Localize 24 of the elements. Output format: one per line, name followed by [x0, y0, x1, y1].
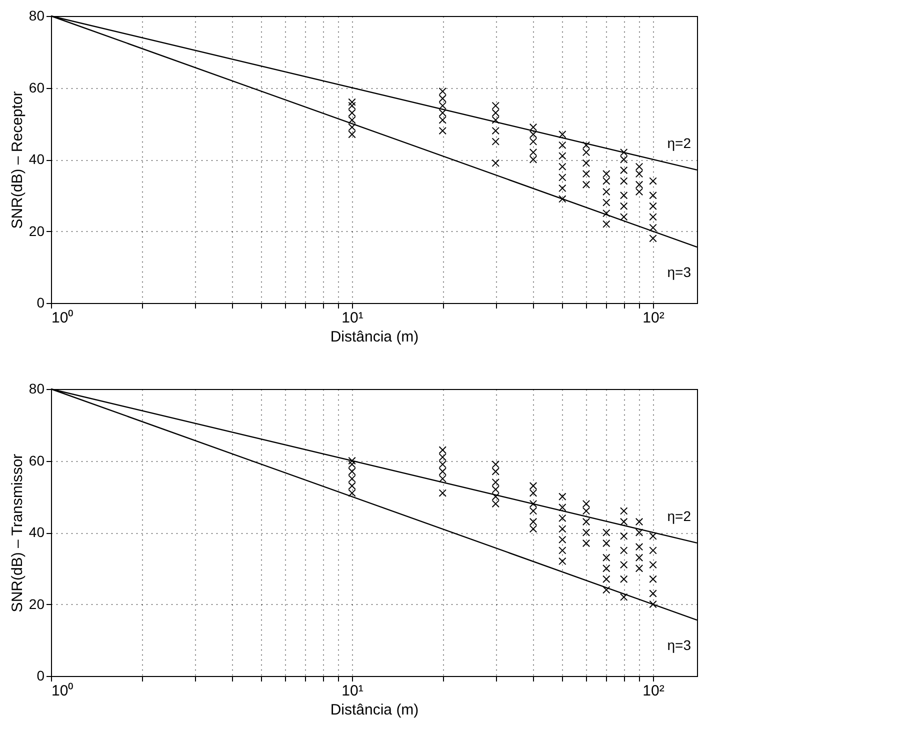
x-axis-title: Distância (m): [330, 702, 419, 718]
x-tick-label: 10²: [642, 682, 664, 700]
y-tick-label: 20: [28, 596, 45, 612]
x-axis-title: Distância (m): [330, 328, 419, 346]
y-axis-title: SNR(dB) – Transmissor: [8, 454, 26, 612]
annotation: η=3: [667, 264, 692, 280]
x-tick-label: 10⁰: [52, 310, 74, 326]
y-tick-label: 80: [28, 380, 45, 396]
annotation: η=3: [667, 637, 692, 654]
y-tick-label: 20: [28, 222, 45, 239]
x-tick-label: 10¹: [342, 682, 364, 700]
y-axis-title: SNR(dB) – Receptor: [8, 91, 26, 229]
annotation: η=2: [667, 134, 692, 151]
y-tick-label: 40: [28, 151, 45, 167]
x-tick-label: 10¹: [342, 310, 364, 326]
x-tick-label: 10⁰: [52, 682, 74, 700]
y-tick-label: 40: [28, 524, 45, 540]
y-tick-label: 0: [36, 668, 45, 684]
y-tick-label: 60: [28, 452, 45, 468]
y-tick-label: 60: [28, 79, 45, 96]
x-tick-label: 10²: [642, 310, 664, 326]
annotation: η=2: [667, 508, 692, 524]
y-tick-label: 80: [28, 8, 45, 24]
y-tick-label: 0: [36, 294, 45, 310]
